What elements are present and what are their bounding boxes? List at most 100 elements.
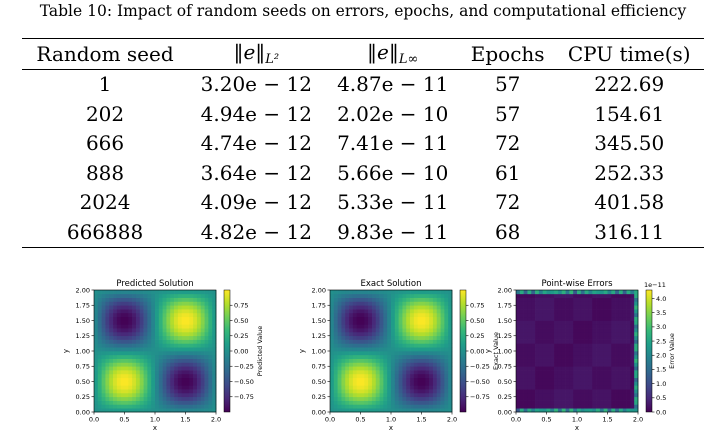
heatmap-cell [588, 343, 593, 348]
heatmap-cell [124, 290, 129, 295]
heatmap-cell [128, 301, 133, 306]
heatmap-cell [565, 400, 570, 405]
heatmap-cell [402, 293, 407, 298]
heatmap-cell [425, 331, 430, 337]
heatmap-cell [147, 316, 152, 321]
heatmap-cell [177, 377, 183, 382]
heatmap-cell [607, 335, 612, 340]
heatmap-cell [185, 293, 190, 298]
heatmap-cell [364, 290, 369, 295]
heatmap-cell [554, 290, 559, 295]
heatmap-cell [550, 373, 555, 379]
heatmap-cell [580, 335, 585, 340]
heatmap-cell [565, 331, 570, 337]
heatmap-cell [124, 328, 129, 333]
heatmap-cell [406, 370, 411, 375]
heatmap-cell [97, 358, 102, 363]
heatmap-cell [124, 293, 129, 298]
heatmap-cell [151, 385, 156, 390]
heatmap-cell [603, 335, 608, 340]
heatmap-cell [398, 396, 403, 401]
heatmap-cell [429, 343, 434, 348]
heatmap-cell [105, 362, 110, 367]
colorbar [223, 289, 231, 413]
heatmap-cell [630, 358, 635, 363]
heatmap-cell [356, 389, 361, 394]
heatmap-cell [618, 301, 624, 306]
heatmap-cell [565, 309, 570, 314]
heatmap-cell [94, 370, 99, 375]
heatmap-cell [531, 370, 536, 375]
heatmap-cell [618, 339, 624, 344]
heatmap-cell [429, 339, 434, 344]
heatmap-cell [97, 377, 102, 382]
heatmap-cell [139, 370, 144, 375]
heatmap-cell [379, 385, 384, 390]
heatmap-cell [413, 301, 419, 306]
heatmap-cell [383, 408, 388, 413]
heatmap-cell [592, 309, 597, 314]
heatmap-cell [120, 366, 125, 371]
heatmap-cell [128, 362, 133, 367]
heatmap-cell [162, 366, 167, 371]
heatmap-cell [429, 351, 434, 356]
heatmap-cell [448, 324, 453, 329]
heatmap-cell [139, 404, 144, 409]
heatmap-cell [448, 335, 453, 340]
heatmap-cell [394, 373, 399, 379]
heatmap-cell [151, 309, 156, 314]
heatmap-cell [618, 385, 624, 390]
heatmap-cell [196, 370, 202, 375]
heatmap-cell [630, 362, 635, 367]
heatmap-cell [189, 400, 194, 405]
heatmap-cell [383, 293, 388, 298]
heatmap-cell [406, 320, 411, 325]
heatmap-cell [352, 301, 358, 306]
heatmap-cell [527, 408, 532, 413]
heatmap-cell [345, 385, 350, 390]
heatmap-cell [162, 400, 167, 405]
heatmap-cell [135, 293, 141, 298]
heatmap-cell [417, 377, 422, 382]
heatmap-cell [143, 290, 148, 295]
heatmap-cell [139, 293, 144, 298]
heatmap-cell [626, 381, 631, 386]
heatmap-cell [143, 408, 148, 413]
heatmap-cell [212, 293, 217, 298]
heatmap-cell [360, 354, 365, 359]
heatmap-cell [97, 373, 102, 379]
heatmap-cell [193, 366, 198, 371]
heatmap-cell [519, 370, 524, 375]
heatmap-cell [398, 385, 403, 390]
heatmap-cell [440, 358, 445, 363]
heatmap-cell [448, 400, 453, 405]
heatmap-cell [519, 324, 524, 329]
heatmap-cell [421, 377, 426, 382]
heatmap-cell [429, 301, 434, 306]
heatmap-cell [573, 339, 578, 344]
heatmap-cell [615, 335, 620, 340]
heatmap-cell [413, 343, 419, 348]
heatmap-cell [421, 373, 426, 379]
heatmap-cell [535, 362, 540, 367]
heatmap-cell [352, 331, 358, 337]
heatmap-cell [147, 373, 152, 379]
heatmap-cell [204, 328, 209, 333]
heatmap-cell [394, 354, 399, 359]
heatmap-cell [410, 373, 415, 379]
heatmap-cell [531, 297, 536, 302]
heatmap-cell [333, 400, 338, 405]
heatmap-cell [592, 385, 597, 390]
heatmap-cell [181, 312, 186, 318]
heatmap-cell [371, 301, 377, 306]
heatmap-cell [212, 305, 217, 310]
heatmap-cell [413, 331, 419, 337]
heatmap-cell [406, 366, 411, 371]
heatmap-cell [162, 301, 167, 306]
heatmap-cell [519, 305, 524, 310]
cell-seed: 1 [98, 72, 112, 97]
heatmap-cell [204, 389, 209, 394]
heatmap-cell [402, 362, 407, 367]
heatmap-cell [634, 290, 639, 295]
heatmap-cell [212, 358, 217, 363]
